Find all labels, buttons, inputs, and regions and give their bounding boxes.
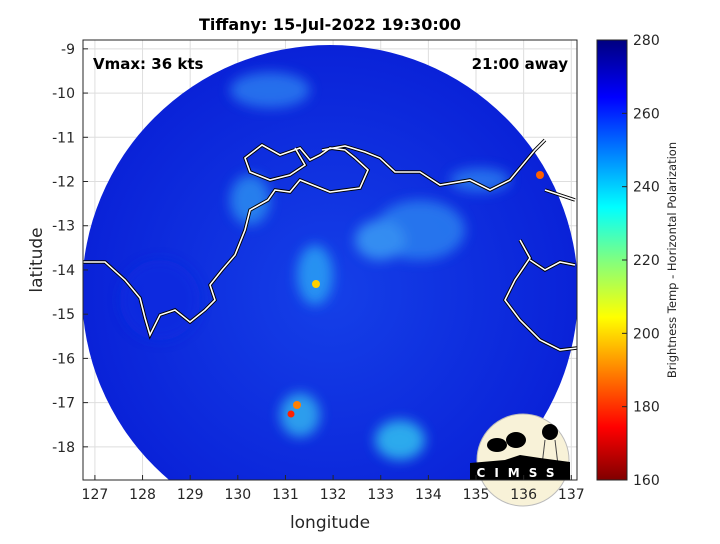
x-tick-label: 134	[415, 487, 442, 503]
plot-frame	[82, 39, 578, 481]
colorbar-ticks: 280 260 240 220 200 180 160	[622, 33, 660, 489]
colorbar-tick-label: 260	[633, 106, 660, 122]
colorbar-label: Brightness Temp - Horizontal Polarizatio…	[665, 142, 679, 378]
y-tick-label: -15	[52, 307, 75, 323]
colorbar-tick-label: 280	[633, 33, 660, 49]
x-tick-label: 129	[177, 487, 204, 503]
colorbar-tick-label: 200	[633, 326, 660, 342]
y-tick-label: -14	[52, 263, 75, 279]
x-tick-label: 127	[82, 487, 109, 503]
y-tick-label: -18	[52, 440, 75, 456]
x-tick-label: 135	[463, 487, 490, 503]
colorbar-tick-label: 240	[633, 180, 660, 196]
x-tick-label: 133	[367, 487, 394, 503]
logo-text: CIMSS	[477, 466, 564, 480]
y-tick-label: -17	[52, 396, 75, 412]
colorbar-tick-label: 160	[633, 473, 660, 489]
axis-ticks: 127 128 129 130 131 132 133 134 135 136 137 -9 -10 -1…	[52, 42, 585, 503]
y-tick-label: -16	[52, 351, 75, 367]
x-tick-label: 128	[129, 487, 156, 503]
x-tick-label: 137	[558, 487, 585, 503]
x-axis-label: longitude	[290, 513, 370, 533]
cimss-logo: CIMSS	[470, 413, 570, 507]
vmax-label: Vmax: 36 kts	[93, 55, 203, 73]
colorbar-tick-label: 220	[633, 253, 660, 269]
y-tick-label: -13	[52, 219, 75, 235]
y-tick-label: -9	[61, 42, 75, 58]
x-tick-label: 130	[224, 487, 251, 503]
x-tick-label: 132	[320, 487, 347, 503]
x-tick-label: 136	[510, 487, 537, 503]
x-tick-label: 131	[272, 487, 299, 503]
time-away-label: 21:00 away	[472, 55, 569, 73]
y-tick-label: -12	[52, 175, 75, 191]
y-axis-label: latitude	[27, 227, 47, 292]
plot-title: Tiffany: 15-Jul-2022 19:30:00	[199, 15, 461, 34]
y-tick-label: -10	[52, 86, 75, 102]
colorbar-tick-label: 180	[633, 400, 660, 416]
y-tick-label: -11	[52, 130, 75, 146]
